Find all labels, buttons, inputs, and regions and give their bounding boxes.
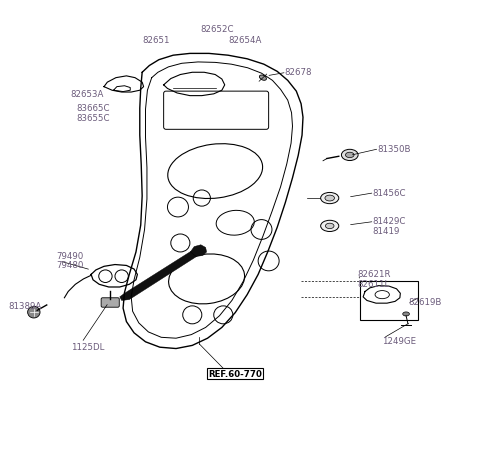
Text: 81350B: 81350B bbox=[377, 145, 411, 154]
Polygon shape bbox=[191, 245, 206, 257]
Text: 82619B: 82619B bbox=[408, 297, 441, 306]
Text: 82611L: 82611L bbox=[357, 279, 389, 288]
FancyBboxPatch shape bbox=[101, 298, 119, 308]
Text: 82621R: 82621R bbox=[357, 269, 390, 278]
Text: 83665C: 83665C bbox=[77, 104, 110, 113]
Text: 79480: 79480 bbox=[56, 261, 84, 269]
Circle shape bbox=[99, 270, 112, 283]
Polygon shape bbox=[120, 252, 198, 301]
Text: 1249GE: 1249GE bbox=[382, 336, 416, 345]
Text: 82653A: 82653A bbox=[71, 90, 104, 99]
Ellipse shape bbox=[259, 76, 266, 81]
Text: 82651: 82651 bbox=[142, 37, 169, 45]
Text: 82654A: 82654A bbox=[228, 37, 262, 45]
Ellipse shape bbox=[321, 221, 339, 232]
Text: 1125DL: 1125DL bbox=[71, 342, 104, 351]
Text: 81419: 81419 bbox=[372, 226, 400, 235]
Text: 82652C: 82652C bbox=[201, 25, 234, 34]
Ellipse shape bbox=[325, 224, 334, 229]
Bar bbox=[360, 281, 419, 321]
Text: 81429C: 81429C bbox=[372, 216, 406, 226]
Ellipse shape bbox=[341, 150, 358, 161]
Ellipse shape bbox=[346, 153, 354, 158]
Ellipse shape bbox=[321, 193, 339, 204]
Text: 79490: 79490 bbox=[56, 251, 84, 260]
Ellipse shape bbox=[403, 312, 409, 316]
Text: REF.60-770: REF.60-770 bbox=[208, 369, 262, 378]
Text: 83655C: 83655C bbox=[77, 114, 110, 122]
Circle shape bbox=[28, 307, 40, 318]
Text: 82678: 82678 bbox=[284, 68, 312, 77]
Circle shape bbox=[115, 270, 128, 283]
Text: 81456C: 81456C bbox=[372, 189, 406, 198]
Text: 81389A: 81389A bbox=[9, 302, 42, 311]
Ellipse shape bbox=[325, 196, 335, 202]
